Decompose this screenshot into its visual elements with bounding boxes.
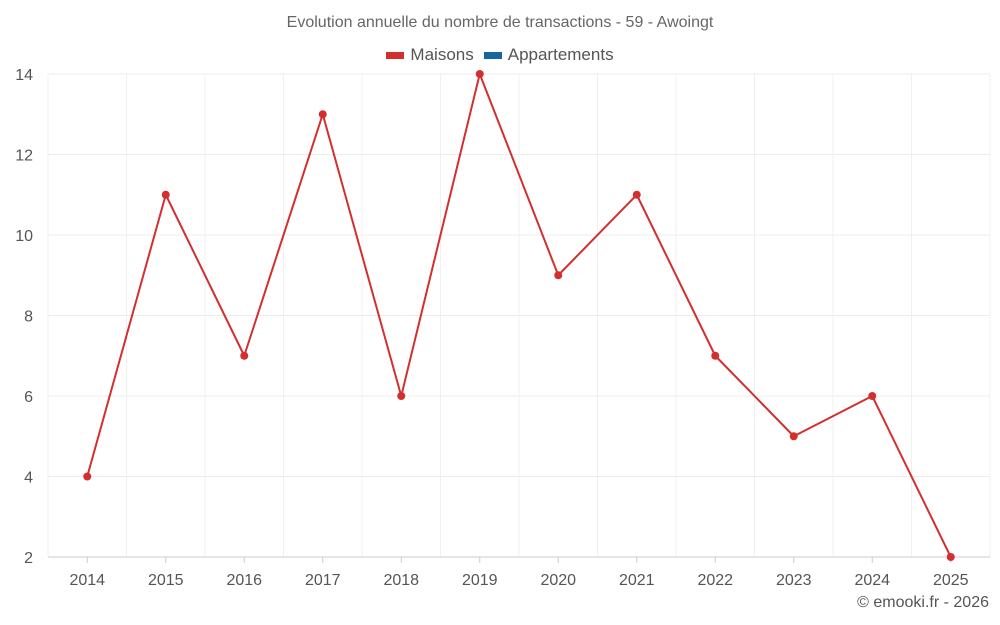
x-tick-label: 2014 xyxy=(69,572,105,589)
data-point-maisons[interactable]: 2015: 11 xyxy=(161,190,170,199)
y-tick-label: 4 xyxy=(24,470,33,487)
legend-swatch-maisons xyxy=(386,51,405,59)
series-layer: 2014: 4 2015: 11 2016: 7 2017: 13 2018: 6 201… xyxy=(83,70,955,561)
legend-label-appartements: Appartements xyxy=(507,45,614,64)
y-tick-label: 8 xyxy=(24,309,33,326)
axes: 2 4 6 8 10 12 14 2014 2015 2016 2017 2018 2019 2020 20… xyxy=(15,67,990,589)
data-point-maisons[interactable]: 2023: 5 xyxy=(789,432,798,441)
x-tick-label: 2025 xyxy=(933,572,969,589)
x-tick-label: 2020 xyxy=(540,572,576,589)
legend-item-appartements[interactable]: Appartements xyxy=(483,45,614,65)
legend-item-maisons[interactable]: Maisons xyxy=(386,45,474,65)
y-tick-label: 14 xyxy=(15,67,33,84)
data-point-maisons[interactable]: 2019: 14 xyxy=(475,70,484,78)
data-point-maisons[interactable]: 2025: 2 xyxy=(946,553,955,561)
x-tick-label: 2016 xyxy=(226,572,262,589)
data-point-maisons[interactable]: 2014: 4 xyxy=(83,472,92,481)
x-tick-label: 2024 xyxy=(854,572,890,589)
data-point-maisons[interactable]: 2021: 11 xyxy=(632,190,641,199)
data-point-maisons[interactable]: 2017: 13 xyxy=(318,110,327,119)
x-tick-label: 2019 xyxy=(462,572,498,589)
data-point-maisons[interactable]: 2020: 9 xyxy=(554,271,563,280)
x-tick-label: 2018 xyxy=(383,572,419,589)
data-point-maisons[interactable]: 2016: 7 xyxy=(240,351,249,360)
y-tick-label: 6 xyxy=(24,389,33,406)
legend-label-maisons: Maisons xyxy=(410,45,474,64)
credit-text: © emooki.fr - 2026 xyxy=(857,594,989,611)
series-line-maisons xyxy=(86,73,952,558)
y-tick-label: 10 xyxy=(15,228,33,245)
x-tick-label: 2021 xyxy=(619,572,655,589)
data-point-maisons[interactable]: 2018: 6 xyxy=(397,392,406,400)
x-tick-label: 2022 xyxy=(697,572,733,589)
x-tick-label: 2017 xyxy=(305,572,341,589)
legend-swatch-appartements xyxy=(483,51,502,59)
legend: Maisons Appartements xyxy=(0,45,1000,65)
chart-title: Evolution annuelle du nombre de transact… xyxy=(286,14,714,31)
y-tick-label: 12 xyxy=(15,148,33,165)
x-tick-label: 2015 xyxy=(148,572,184,589)
data-point-maisons[interactable]: 2024: 6 xyxy=(868,392,877,400)
grid xyxy=(47,73,991,558)
data-point-maisons[interactable]: 2022: 7 xyxy=(711,351,720,360)
x-tick-label: 2023 xyxy=(776,572,812,589)
y-tick-label: 2 xyxy=(24,550,33,567)
